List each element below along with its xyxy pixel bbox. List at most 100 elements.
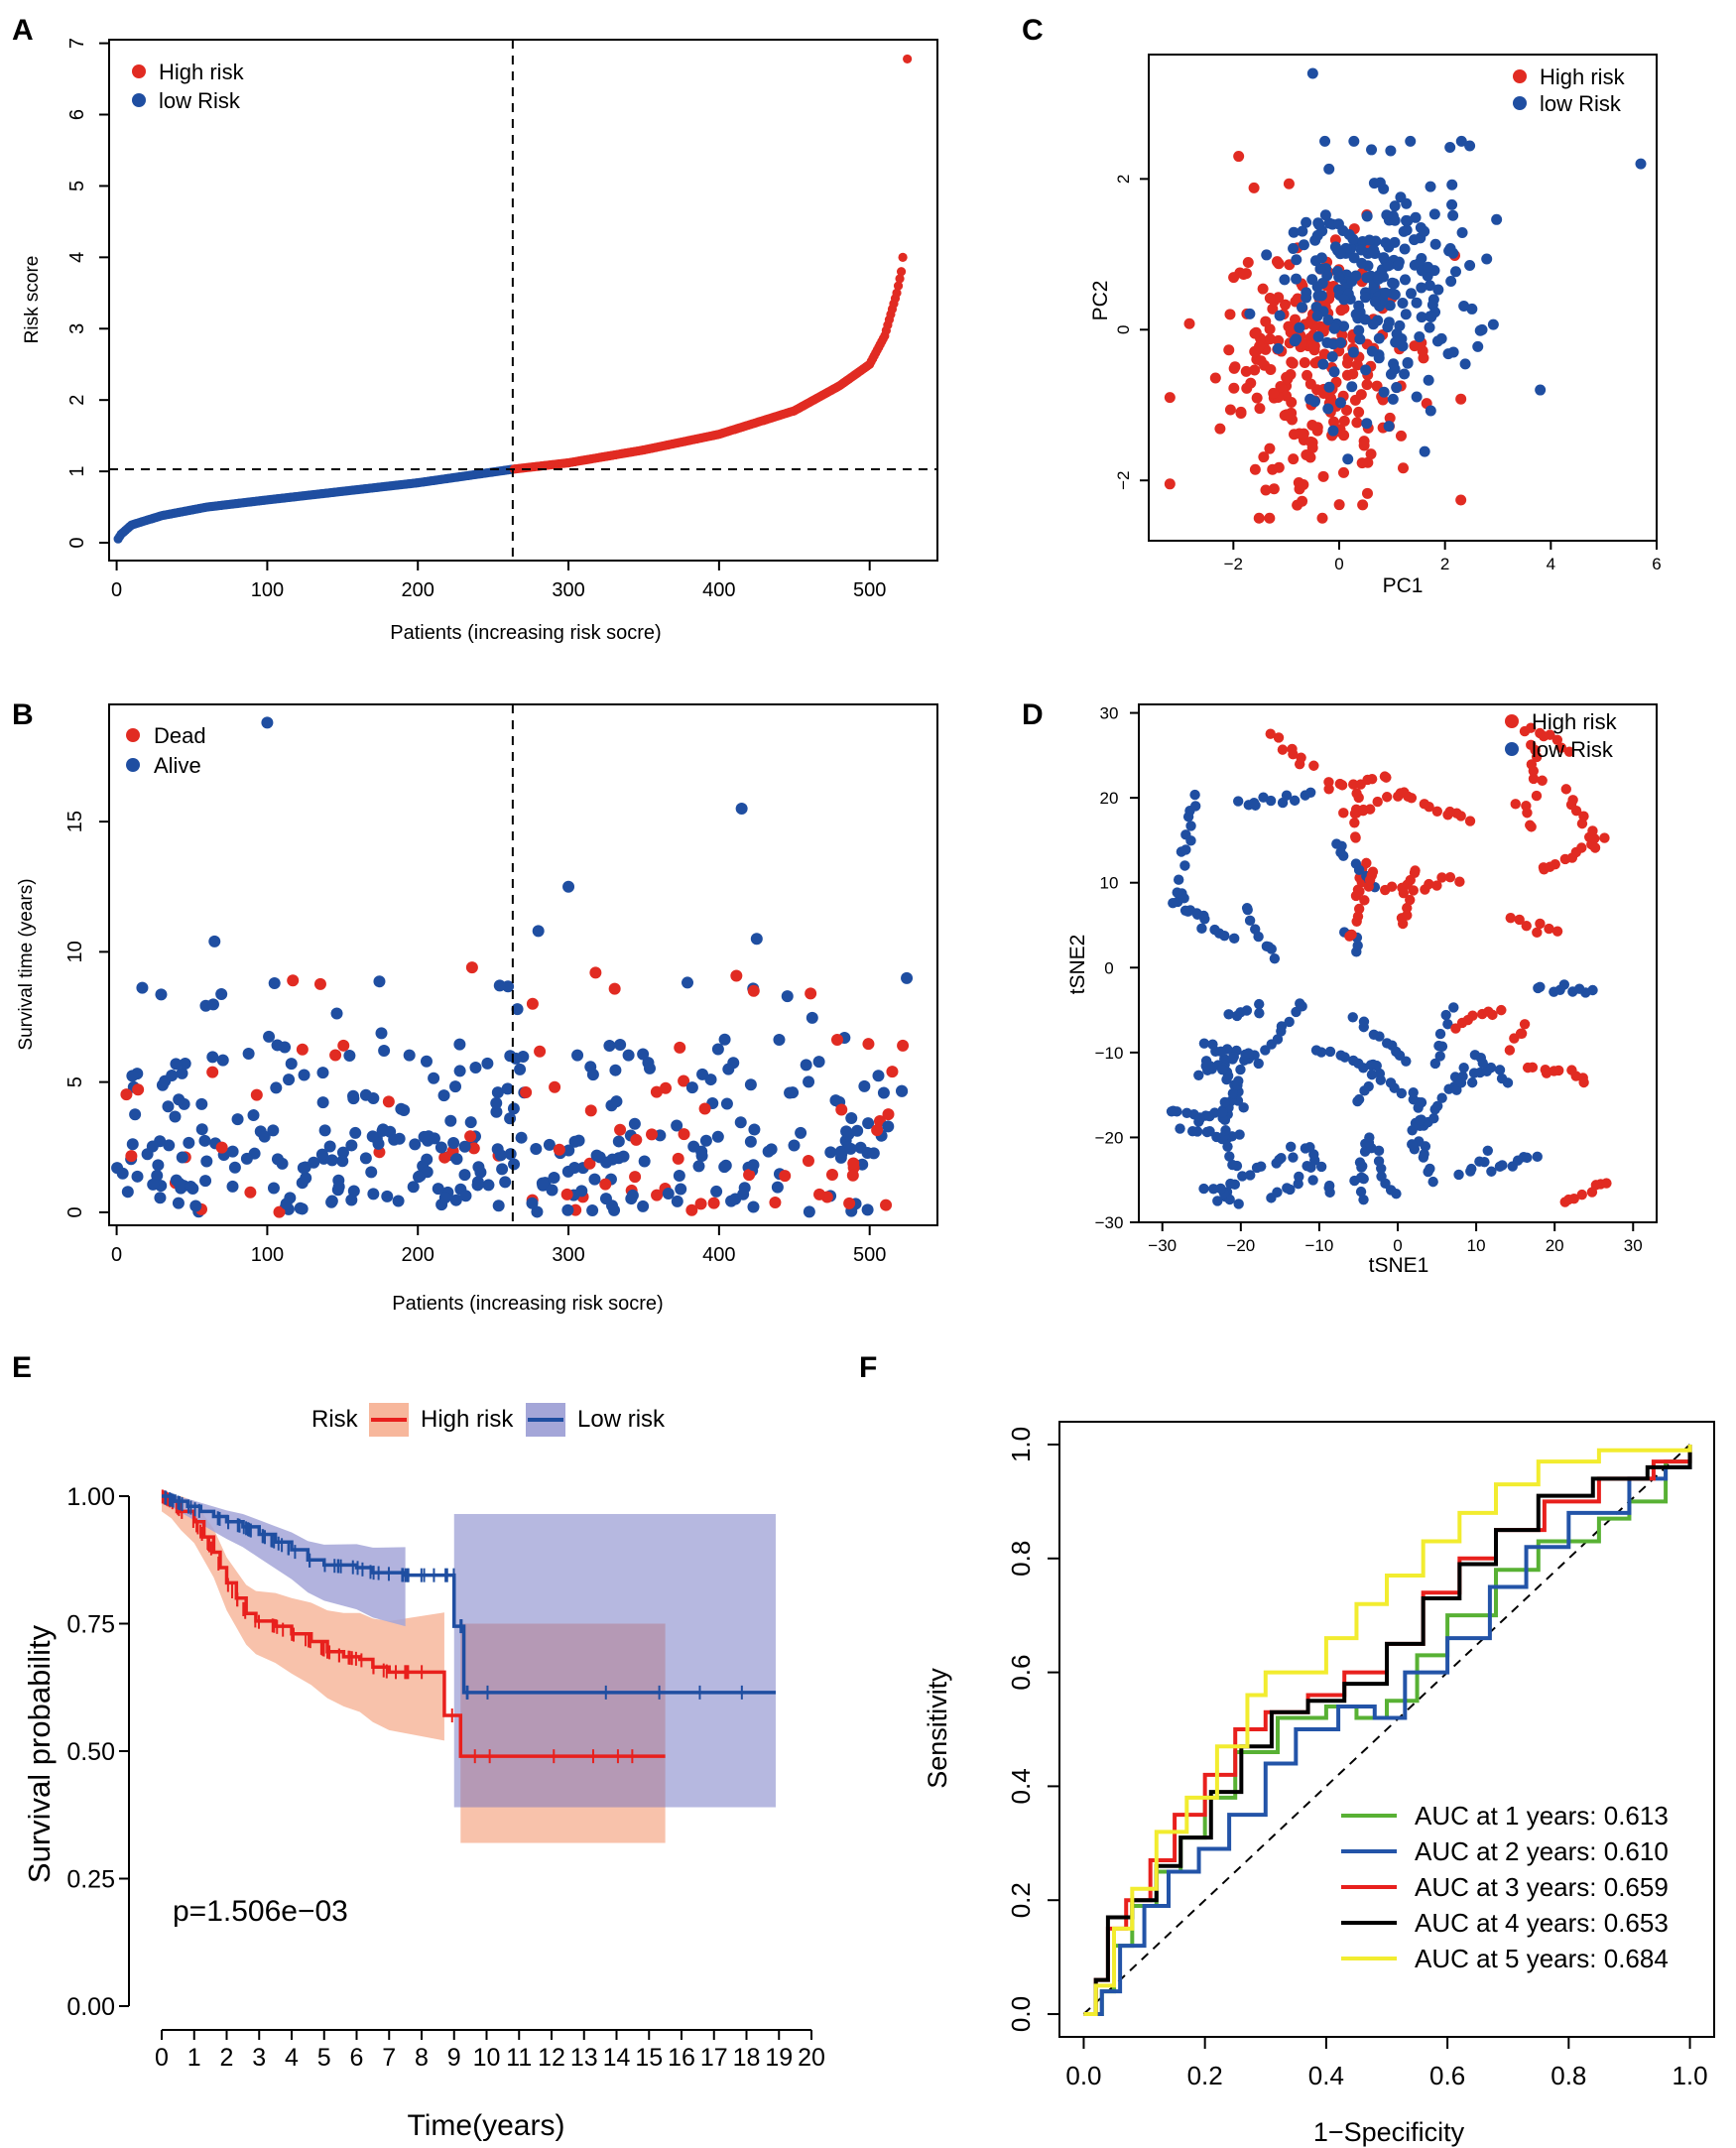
panel-c-pca: −2 0 2 4 6 −2 0 2 High risk low Risk PC1 PC2 (1089, 54, 1662, 597)
panel-b-xtick-label: 300 (552, 1244, 584, 1266)
panel-c-point (1253, 512, 1265, 524)
panel-c-point (1388, 278, 1400, 290)
panel-c-point (1424, 280, 1435, 292)
panel-c-point (1400, 309, 1412, 320)
panel-c-xtick-label: 6 (1652, 555, 1661, 573)
panel-d-point (1368, 1029, 1380, 1040)
panel-b-point (718, 1033, 731, 1046)
panel-d-point (1578, 811, 1589, 821)
panel-c-point (1291, 273, 1302, 285)
panel-b-point (378, 1044, 391, 1057)
panel-d-point (1563, 746, 1575, 757)
panel-d-point (1444, 871, 1456, 883)
panel-b-point (805, 987, 817, 1000)
panel-d-ytick-label: −30 (1095, 1213, 1124, 1232)
panel-c-point (1287, 357, 1299, 369)
panel-b-point (803, 1205, 815, 1218)
panel-b-point (409, 1138, 422, 1151)
panel-b-ytick-label: 10 (64, 941, 86, 962)
panel-d-point (1263, 942, 1275, 952)
panel-c-point (1224, 309, 1236, 320)
panel-d-point (1366, 773, 1378, 785)
panel-d-point (1276, 1152, 1287, 1164)
panel-d-point (1201, 1126, 1213, 1138)
panel-b-point (867, 1147, 880, 1160)
panel-b-point (628, 1117, 641, 1130)
panel-b-point (154, 1192, 167, 1204)
panel-f-xtick-label: 0.4 (1308, 2061, 1344, 2090)
panel-d-point (1410, 865, 1421, 876)
panel-f-xtick-label: 0.6 (1429, 2061, 1465, 2090)
panel-c-point (1361, 210, 1373, 222)
panel-d-point (1373, 1156, 1385, 1167)
panel-b-point (172, 1197, 185, 1209)
panel-c-point (1447, 209, 1459, 221)
panel-d-point (1532, 1151, 1543, 1163)
panel-c-xtick-label: 0 (1334, 555, 1343, 573)
panel-b-point (499, 1176, 512, 1189)
panel-d-point (1180, 844, 1191, 855)
panel-b-point (694, 1198, 707, 1210)
panel-d-point (1296, 752, 1306, 763)
panel-d-xtick-label: 10 (1467, 1236, 1486, 1255)
panel-c-point (1288, 429, 1300, 441)
panel-b-point (840, 1125, 853, 1138)
panel-d-point (1324, 1046, 1336, 1058)
panel-c-point (1347, 233, 1359, 245)
panel-d-point (1207, 1039, 1218, 1050)
panel-b-point (481, 1057, 494, 1070)
panel-c-point (1355, 389, 1367, 401)
panel-c-point (1384, 412, 1396, 424)
panel-c-point (1411, 391, 1423, 403)
panel-d-point (1372, 796, 1383, 808)
panel-b-point (359, 1088, 372, 1101)
panel-a-xtick-label: 200 (402, 579, 434, 601)
panel-b-point (543, 1138, 556, 1151)
panel-d-point (1376, 1171, 1387, 1182)
panel-b-point (349, 1126, 362, 1139)
panel-b-point (862, 1117, 875, 1130)
panel-b-point (877, 1086, 890, 1099)
panel-b-point (711, 1130, 724, 1143)
panel-c-xtick-label: 4 (1547, 555, 1555, 573)
panel-b-point (482, 1179, 495, 1192)
panel-b-point (734, 1116, 747, 1129)
panel-c-point (1464, 140, 1476, 152)
panel-c-point (1350, 270, 1362, 282)
panel-d-ytick-label: 30 (1100, 704, 1119, 723)
panel-b-legend-alive: Alive (154, 753, 201, 778)
panel-c-point (1432, 284, 1444, 296)
panel-b-point (629, 1171, 642, 1184)
panel-d-point (1576, 1189, 1587, 1200)
panel-d-point (1166, 1106, 1178, 1117)
panel-d-point (1466, 1076, 1478, 1088)
panel-b-point (553, 1143, 565, 1156)
panel-b-point (449, 1194, 462, 1206)
panel-c-point (1328, 366, 1340, 378)
panel-d-point (1358, 1173, 1369, 1185)
panel-c-point (1464, 260, 1476, 272)
panel-b-point (345, 1139, 358, 1152)
panel-c-point (1383, 421, 1395, 433)
panel-d-point (1526, 739, 1537, 751)
panel-c-point (1535, 384, 1547, 396)
panel-c-point (1361, 379, 1373, 391)
panel-d-point (1272, 1034, 1284, 1045)
panel-c-point (1399, 243, 1411, 255)
panel-d-point (1254, 998, 1265, 1010)
panel-b-point (784, 1086, 797, 1099)
panel-d-point (1357, 1161, 1368, 1172)
panel-b-point (862, 1038, 875, 1051)
panel-c-point (1444, 242, 1456, 254)
panel-d-xlabel: tSNE1 (1369, 1254, 1429, 1277)
panel-d-point (1363, 1137, 1375, 1149)
panel-d-point (1238, 1102, 1249, 1113)
panel-b-point (882, 1108, 895, 1121)
panel-d-point (1284, 1016, 1295, 1028)
panel-a-point (892, 288, 902, 298)
panel-b-point (216, 1054, 229, 1067)
panel-b-point (851, 1124, 864, 1137)
panel-f-legend-label-5: AUC at 5 years: 0.684 (1415, 1944, 1669, 1973)
panel-d-point (1567, 986, 1578, 997)
panel-c-xlabel: PC1 (1383, 574, 1424, 597)
